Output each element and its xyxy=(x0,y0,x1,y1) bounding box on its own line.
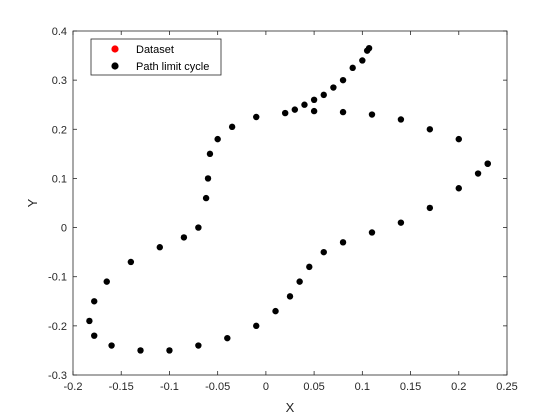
point-path-limit-cycle xyxy=(166,347,173,354)
legend-label-dataset: Dataset xyxy=(136,44,174,56)
point-path-limit-cycle xyxy=(339,239,347,246)
x-tick-label: 0.05 xyxy=(303,381,324,393)
point-path-limit-cycle xyxy=(306,263,313,271)
point-path-limit-cycle xyxy=(484,160,491,167)
point-path-limit-cycle xyxy=(310,96,318,104)
point-path-limit-cycle xyxy=(320,91,327,99)
x-tick-label: -0.15 xyxy=(109,381,134,393)
point-path-limit-cycle xyxy=(339,76,347,84)
y-tick-label: 0.3 xyxy=(52,75,67,87)
point-path-limit-cycle xyxy=(339,108,347,116)
point-path-limit-cycle xyxy=(349,64,356,72)
point-path-limit-cycle xyxy=(365,45,373,52)
point-path-limit-cycle xyxy=(455,135,462,143)
point-path-limit-cycle xyxy=(228,123,236,131)
point-path-limit-cycle xyxy=(397,219,405,226)
point-path-limit-cycle xyxy=(204,175,212,182)
x-tick-label: 0 xyxy=(263,381,269,393)
point-path-limit-cycle xyxy=(224,334,231,342)
point-path-limit-cycle xyxy=(368,111,376,118)
point-path-limit-cycle xyxy=(206,150,214,158)
x-tick-label: -0.1 xyxy=(160,381,179,393)
point-path-limit-cycle xyxy=(108,342,115,349)
legend: Dataset Path limit cycle xyxy=(90,38,222,76)
point-path-limit-cycle xyxy=(91,298,98,305)
x-tick-label: 0.15 xyxy=(400,381,421,393)
y-tick-label: -0.2 xyxy=(48,321,67,333)
point-path-limit-cycle xyxy=(214,135,221,143)
point-path-limit-cycle xyxy=(455,185,462,192)
point-path-limit-cycle xyxy=(253,322,260,330)
point-path-limit-cycle xyxy=(127,258,135,266)
point-path-limit-cycle xyxy=(310,107,318,115)
x-tick-label: -0.05 xyxy=(205,381,230,393)
x-axis-title: X xyxy=(286,400,295,415)
point-path-limit-cycle xyxy=(253,113,260,121)
point-path-limit-cycle xyxy=(296,278,303,285)
point-path-limit-cycle xyxy=(426,126,434,133)
y-tick-label: -0.3 xyxy=(48,370,67,382)
point-path-limit-cycle xyxy=(330,84,337,91)
legend-marker-path-limit-cycle xyxy=(111,62,119,70)
point-path-limit-cycle xyxy=(195,342,202,349)
point-path-limit-cycle xyxy=(397,116,405,123)
point-path-limit-cycle xyxy=(320,248,327,256)
point-path-limit-cycle xyxy=(137,347,144,354)
y-tick-label: 0.2 xyxy=(52,124,67,136)
x-axis-ticks: -0.2 -0.15 -0.1 -0.05 0 0.05 0.1 0.15 0.2 0.25 xyxy=(64,31,518,393)
point-path-limit-cycle xyxy=(180,234,188,241)
point-path-limit-cycle xyxy=(202,194,210,202)
point-path-limit-cycle xyxy=(286,293,294,300)
legend-marker-dataset xyxy=(111,45,119,53)
point-path-limit-cycle xyxy=(156,244,163,251)
point-path-limit-cycle xyxy=(474,170,482,177)
y-axis-ticks: -0.3 -0.2 -0.1 0 0.1 0.2 0.3 0.4 xyxy=(48,26,507,382)
point-path-limit-cycle xyxy=(91,332,98,339)
point-path-limit-cycle xyxy=(103,278,110,285)
x-tick-label: 0.2 xyxy=(451,381,466,393)
x-tick-label: 0.1 xyxy=(355,381,370,393)
point-path-limit-cycle xyxy=(281,109,289,117)
y-tick-label: 0 xyxy=(61,223,67,235)
x-tick-label: 0.25 xyxy=(496,381,517,393)
point-path-limit-cycle xyxy=(301,101,308,108)
point-path-limit-cycle xyxy=(86,317,93,325)
x-tick-label: -0.2 xyxy=(64,381,83,393)
data-layer xyxy=(86,45,491,354)
point-path-limit-cycle xyxy=(368,229,376,236)
y-tick-label: 0.1 xyxy=(52,173,67,185)
y-tick-label: -0.1 xyxy=(48,272,67,284)
y-axis-title: Y xyxy=(25,198,40,207)
legend-box xyxy=(90,38,222,76)
point-path-limit-cycle xyxy=(272,307,279,315)
point-path-limit-cycle xyxy=(426,204,434,212)
point-path-limit-cycle xyxy=(291,106,299,113)
point-path-limit-cycle xyxy=(195,224,202,231)
y-tick-label: 0.4 xyxy=(52,26,67,38)
plot-frame xyxy=(72,30,508,376)
point-path-limit-cycle xyxy=(359,57,366,64)
legend-label-path-limit-cycle: Path limit cycle xyxy=(136,61,209,73)
